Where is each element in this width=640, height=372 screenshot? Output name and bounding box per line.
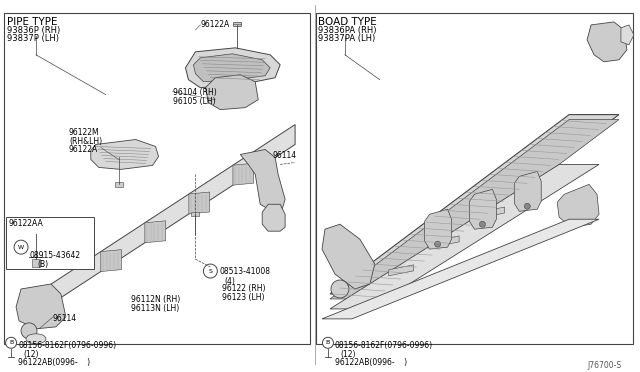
Text: 93837PA (LH): 93837PA (LH) xyxy=(318,34,375,43)
Text: (12): (12) xyxy=(23,350,38,359)
Polygon shape xyxy=(330,164,599,309)
Polygon shape xyxy=(479,207,504,218)
Circle shape xyxy=(204,264,218,278)
Polygon shape xyxy=(115,182,123,187)
Circle shape xyxy=(6,337,17,348)
Polygon shape xyxy=(388,265,413,276)
Text: 96123 (LH): 96123 (LH) xyxy=(222,293,265,302)
Polygon shape xyxy=(91,140,159,169)
Circle shape xyxy=(435,241,440,247)
Circle shape xyxy=(479,221,485,227)
Polygon shape xyxy=(262,204,285,231)
Text: 96114: 96114 xyxy=(53,314,77,323)
Polygon shape xyxy=(186,48,280,88)
Polygon shape xyxy=(515,171,541,211)
Polygon shape xyxy=(434,236,459,247)
Polygon shape xyxy=(234,22,241,26)
Text: B: B xyxy=(9,340,13,345)
Text: (12): (12) xyxy=(340,350,355,359)
Circle shape xyxy=(524,203,531,209)
Polygon shape xyxy=(189,192,209,214)
Text: 96122 (RH): 96122 (RH) xyxy=(222,284,266,293)
Text: 08513-41008: 08513-41008 xyxy=(220,267,270,276)
Text: 96122AB(0996-    ): 96122AB(0996- ) xyxy=(18,358,90,367)
Text: J76700-S: J76700-S xyxy=(587,361,621,370)
Polygon shape xyxy=(100,250,122,272)
Polygon shape xyxy=(205,75,258,110)
Text: 96122AB(0996-    ): 96122AB(0996- ) xyxy=(335,358,407,367)
Circle shape xyxy=(331,280,349,298)
Text: 93837P (LH): 93837P (LH) xyxy=(7,34,59,43)
Text: 96122A: 96122A xyxy=(69,145,98,154)
Polygon shape xyxy=(587,22,627,62)
Polygon shape xyxy=(193,54,270,82)
Text: (RH&LH): (RH&LH) xyxy=(69,137,102,145)
Text: 96104 (RH): 96104 (RH) xyxy=(173,88,216,97)
Polygon shape xyxy=(330,115,619,294)
Ellipse shape xyxy=(26,334,46,344)
Polygon shape xyxy=(470,189,497,229)
Bar xyxy=(6,217,94,269)
Polygon shape xyxy=(233,163,253,185)
Polygon shape xyxy=(191,212,200,216)
Text: 96122M: 96122M xyxy=(69,128,99,137)
Polygon shape xyxy=(322,224,375,289)
Text: (B): (B) xyxy=(37,260,48,269)
Text: 96122AA: 96122AA xyxy=(8,219,43,228)
Polygon shape xyxy=(316,13,633,344)
Text: W: W xyxy=(18,245,24,250)
Text: 96114: 96114 xyxy=(272,151,296,160)
Text: PIPE TYPE: PIPE TYPE xyxy=(7,17,58,27)
Polygon shape xyxy=(32,259,40,267)
Circle shape xyxy=(14,240,28,254)
Polygon shape xyxy=(322,219,599,319)
Text: 96105 (LH): 96105 (LH) xyxy=(173,97,215,106)
Text: 93836PA (RH): 93836PA (RH) xyxy=(318,26,376,35)
Text: 96112N (RH): 96112N (RH) xyxy=(131,295,180,304)
Polygon shape xyxy=(557,185,599,227)
Polygon shape xyxy=(4,13,310,344)
Polygon shape xyxy=(330,119,619,299)
Text: S: S xyxy=(209,269,212,273)
Text: 08915-43642: 08915-43642 xyxy=(29,251,80,260)
Text: 93836P (RH): 93836P (RH) xyxy=(7,26,60,35)
Polygon shape xyxy=(621,25,634,45)
Text: 96113N (LH): 96113N (LH) xyxy=(131,304,179,313)
Text: BOAD TYPE: BOAD TYPE xyxy=(318,17,377,27)
Circle shape xyxy=(323,337,333,348)
Text: 08156-8162F(0796-0996): 08156-8162F(0796-0996) xyxy=(18,341,116,350)
Polygon shape xyxy=(145,221,166,243)
Text: 96122A: 96122A xyxy=(200,20,230,29)
Polygon shape xyxy=(36,125,295,314)
Polygon shape xyxy=(16,284,66,329)
Text: (4): (4) xyxy=(225,277,236,286)
Circle shape xyxy=(21,323,37,339)
Text: 08156-8162F(0796-0996): 08156-8162F(0796-0996) xyxy=(335,341,433,350)
Polygon shape xyxy=(240,150,285,211)
Text: B: B xyxy=(326,340,330,345)
Polygon shape xyxy=(424,209,452,249)
